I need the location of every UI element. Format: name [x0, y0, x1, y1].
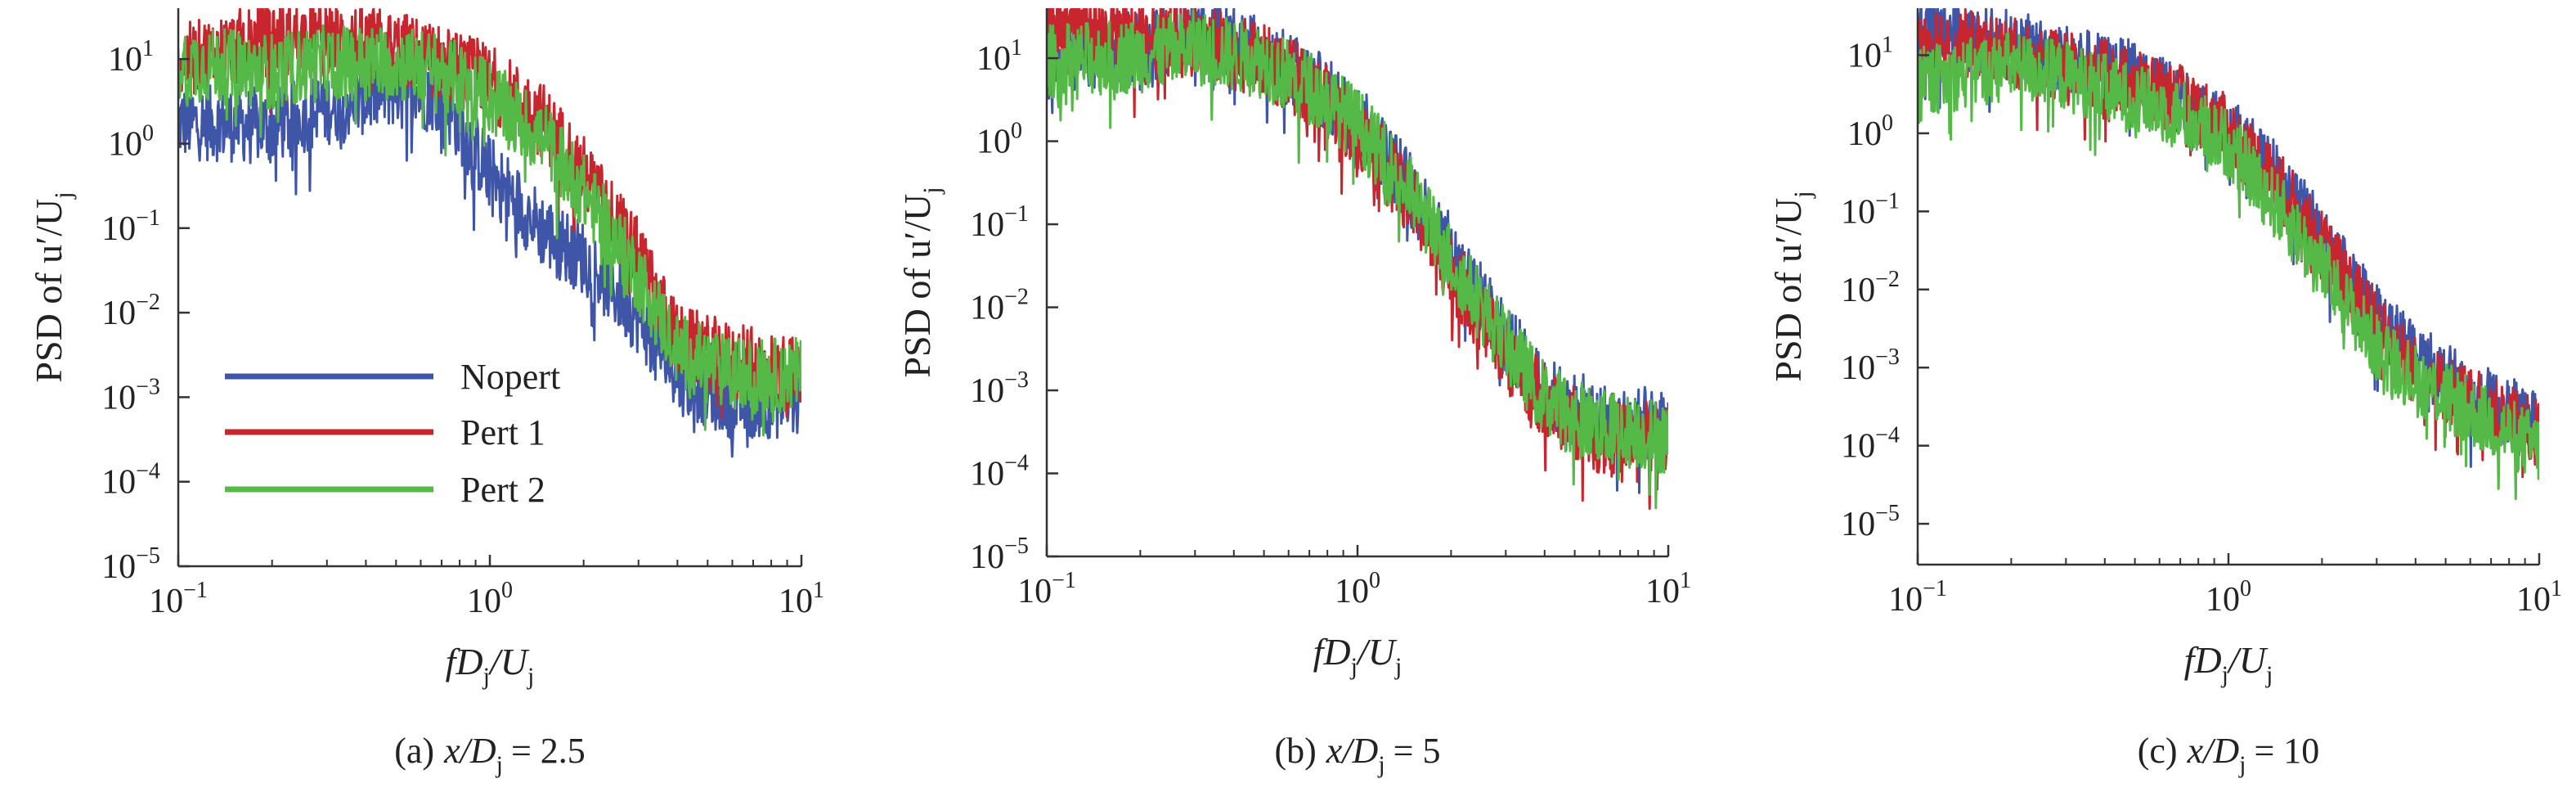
y-tick-label: 100	[108, 120, 154, 163]
y-tick-label: 10−5	[1841, 501, 1900, 543]
y-tick-label: 10−4	[1841, 423, 1900, 466]
legend-label: Pert 1	[460, 412, 545, 453]
y-tick-label: 10−5	[970, 534, 1029, 576]
x-tick-label: 10−1	[1888, 576, 1947, 619]
y-tick-label: 10−2	[970, 285, 1029, 327]
x-tick-label: 100	[467, 578, 513, 620]
series-line-nopert	[178, 52, 801, 458]
x-tick-label: 101	[1645, 568, 1691, 610]
legend-label: Pert 2	[460, 470, 545, 510]
legend: Nopert Pert 1 Pert 2	[225, 357, 560, 510]
y-axis-label: PSD of u′/Uj	[896, 187, 945, 377]
x-tick-label: 10−1	[149, 578, 208, 620]
x-tick-label: 101	[779, 578, 824, 620]
y-tick-label: 10−4	[101, 459, 160, 502]
y-tick-label: 100	[1847, 110, 1893, 153]
y-tick-label: 10−1	[1841, 188, 1900, 231]
chart-panel-c: 10−1 100 101 101 100 10−1 10−2 10−3 10−4 10−5 PSD …	[1767, 8, 2562, 778]
y-axis-label: PSD of u′/Uj	[1767, 191, 1816, 381]
y-axis-label: PSD of u′/Uj	[28, 191, 77, 382]
x-tick-label: 100	[2206, 576, 2251, 619]
series-line-pert-2	[1047, 9, 1668, 510]
y-tick-label: 101	[108, 36, 154, 79]
y-tick-label: 10−1	[970, 201, 1029, 244]
panel-caption: (b) x/Dj = 5	[1274, 731, 1440, 778]
y-tick-label: 10−3	[101, 374, 160, 417]
series-line-pert-2	[1918, 32, 2539, 501]
x-axis-label: fDj/Uj	[1313, 631, 1402, 680]
y-tick-label: 10−5	[101, 543, 160, 586]
y-tick-label: 10−2	[1841, 267, 1900, 309]
y-tick-label: 101	[1847, 32, 1893, 74]
y-tick-label: 101	[976, 35, 1022, 78]
y-tick-label: 10−2	[101, 290, 160, 332]
y-tick-label: 100	[976, 119, 1022, 161]
x-tick-label: 10−1	[1017, 568, 1076, 610]
panel-caption: (c) x/Dj = 10	[2138, 731, 2320, 778]
y-tick-label: 10−3	[1841, 344, 1900, 387]
x-axis-label: fDj/Uj	[2184, 639, 2273, 688]
chart-panel-a: 10−1 100 101 101 100 10−1 10−2 10−3 10−4 10−5 PSD …	[28, 8, 824, 778]
x-axis-label: fDj/Uj	[446, 641, 535, 690]
legend-label: Nopert	[460, 357, 560, 397]
y-tick-label: 10−3	[970, 367, 1029, 410]
x-tick-label: 101	[2516, 576, 2562, 619]
chart-panel-b: 10−1 100 101 101 100 10−1 10−2 10−3 10−4 10−5 PSD …	[896, 8, 1691, 778]
y-tick-label: 10−4	[970, 451, 1029, 493]
panel-caption: (a) x/Dj = 2.5	[394, 731, 586, 778]
series-line-pert-2	[178, 24, 801, 437]
y-tick-label: 10−1	[101, 205, 160, 248]
x-tick-label: 100	[1335, 568, 1380, 610]
